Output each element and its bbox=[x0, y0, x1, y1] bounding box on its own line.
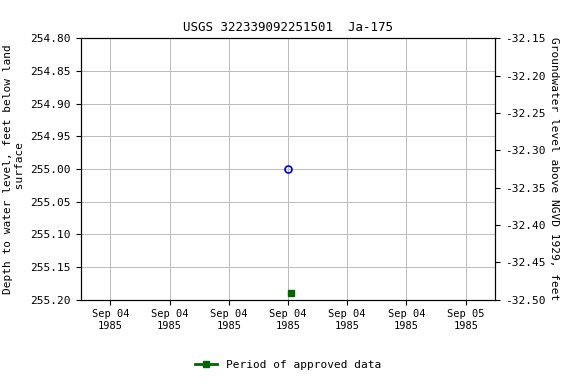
Legend: Period of approved data: Period of approved data bbox=[191, 356, 385, 375]
Y-axis label: Depth to water level, feet below land
 surface: Depth to water level, feet below land su… bbox=[3, 44, 25, 294]
Y-axis label: Groundwater level above NGVD 1929, feet: Groundwater level above NGVD 1929, feet bbox=[550, 37, 559, 301]
Title: USGS 322339092251501  Ja-175: USGS 322339092251501 Ja-175 bbox=[183, 22, 393, 35]
